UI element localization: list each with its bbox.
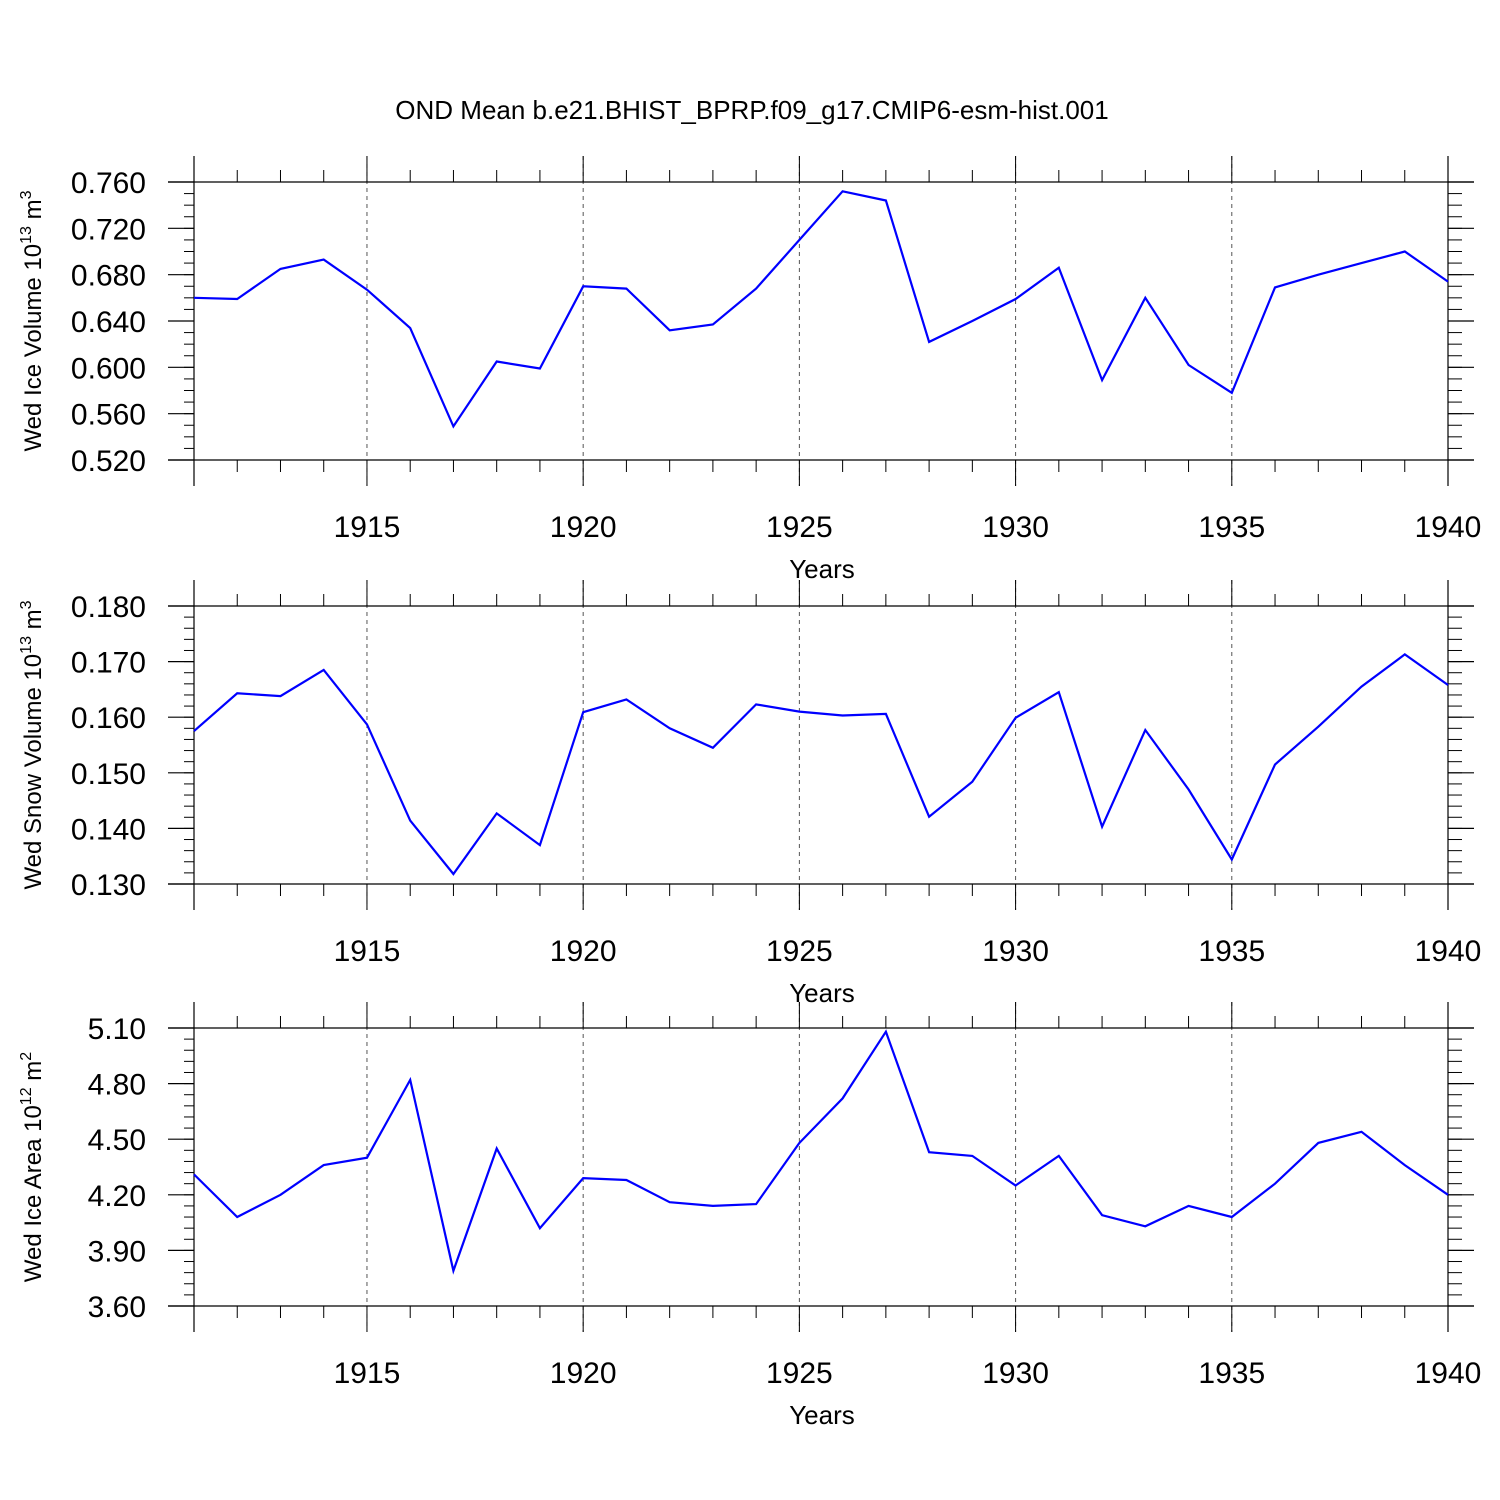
x-tick-label: 1920 xyxy=(550,511,617,544)
y-tick-label: 3.60 xyxy=(88,1291,146,1324)
x-tick-label: 1940 xyxy=(1415,511,1482,544)
x-tick-label: 1925 xyxy=(766,1357,833,1390)
y-tick-label: 4.80 xyxy=(88,1069,146,1102)
y-axis-label-suffix-exponent: 2 xyxy=(18,1052,35,1061)
y-axis-label-unit-suffix: m xyxy=(20,199,47,226)
x-axis-label: Years xyxy=(789,554,855,584)
y-tick-label: 0.170 xyxy=(71,647,146,680)
y-tick-label: 0.760 xyxy=(71,167,146,200)
y-axis-label-unit-suffix: m xyxy=(20,1061,47,1088)
x-tick-label: 1925 xyxy=(766,935,833,968)
x-tick-label: 1920 xyxy=(550,935,617,968)
panel-2: 0.130 0.140 0.150 0.160 0.170 0.180 1915 1920 19… xyxy=(18,580,1481,1008)
y-tick-label: 0.130 xyxy=(71,869,146,902)
y-axis-label-unit-exponent: 13 xyxy=(18,226,35,244)
y-axis-label-unit-exponent: 13 xyxy=(18,636,35,654)
y-tick-label: 0.180 xyxy=(71,591,146,624)
y-tick-label: 5.10 xyxy=(88,1013,146,1046)
y-axis-label-suffix-exponent: 3 xyxy=(18,190,35,199)
x-tick-label: 1915 xyxy=(334,1357,401,1390)
x-tick-label: 1935 xyxy=(1198,935,1265,968)
y-tick-label: 0.600 xyxy=(71,352,146,385)
x-tick-label: 1930 xyxy=(982,1357,1049,1390)
y-axis-label-unit-suffix: m xyxy=(20,609,47,636)
panels-container: 0.520 0.560 0.600 0.640 0.680 0.720 0.760 1915 1… xyxy=(18,156,1481,1430)
x-tick-label: 1925 xyxy=(766,511,833,544)
y-axis-label-unit-base: 10 xyxy=(20,1105,47,1138)
y-tick-label: 0.640 xyxy=(71,306,146,339)
x-tick-label: 1915 xyxy=(334,511,401,544)
panel-3: 3.60 3.90 4.20 4.50 4.80 5.10 1915 1920 1925 1930… xyxy=(18,1002,1481,1430)
y-axis-label-unit-base: 10 xyxy=(20,654,47,687)
series-line xyxy=(193,190,1449,429)
y-tick-label: 0.520 xyxy=(71,445,146,478)
panel-1: 0.520 0.560 0.600 0.640 0.680 0.720 0.760 1915 1… xyxy=(18,156,1481,584)
y-axis-label-name: Wed Ice Volume xyxy=(20,277,47,451)
x-tick-label: 1940 xyxy=(1415,935,1482,968)
y-tick-label: 0.140 xyxy=(71,813,146,846)
y-tick-label: 4.50 xyxy=(88,1124,146,1157)
series-line xyxy=(193,1029,1449,1275)
x-tick-label: 1940 xyxy=(1415,1357,1482,1390)
y-axis-label-unit-base: 10 xyxy=(20,244,47,277)
y-tick-label: 0.560 xyxy=(71,399,146,432)
y-axis-label-name: Wed Ice Area xyxy=(20,1138,47,1282)
chart-title: OND Mean b.e21.BHIST_BPRP.f09_g17.CMIP6-… xyxy=(395,95,1108,125)
x-axis-label: Years xyxy=(789,978,855,1008)
x-tick-label: 1930 xyxy=(982,935,1049,968)
y-axis-label-name: Wed Snow Volume xyxy=(20,687,47,889)
y-tick-label: 0.150 xyxy=(71,758,146,791)
x-axis-label: Years xyxy=(789,1400,855,1430)
y-tick-label: 3.90 xyxy=(88,1235,146,1268)
y-axis-label-unit-exponent: 12 xyxy=(18,1087,35,1105)
y-axis-label: Wed Ice Volume 1013 m3 xyxy=(18,190,47,451)
x-tick-label: 1930 xyxy=(982,511,1049,544)
series-line xyxy=(193,653,1449,876)
y-tick-label: 4.20 xyxy=(88,1180,146,1213)
x-tick-label: 1915 xyxy=(334,935,401,968)
y-tick-label: 0.720 xyxy=(71,213,146,246)
y-axis-label: Wed Snow Volume 1013 m3 xyxy=(18,600,47,889)
y-tick-label: 0.680 xyxy=(71,260,146,293)
x-tick-label: 1935 xyxy=(1198,511,1265,544)
y-tick-label: 0.160 xyxy=(71,702,146,735)
x-tick-label: 1935 xyxy=(1198,1357,1265,1390)
y-axis-label-suffix-exponent: 3 xyxy=(18,600,35,609)
x-tick-label: 1920 xyxy=(550,1357,617,1390)
y-axis-label: Wed Ice Area 1012 m2 xyxy=(18,1052,47,1282)
